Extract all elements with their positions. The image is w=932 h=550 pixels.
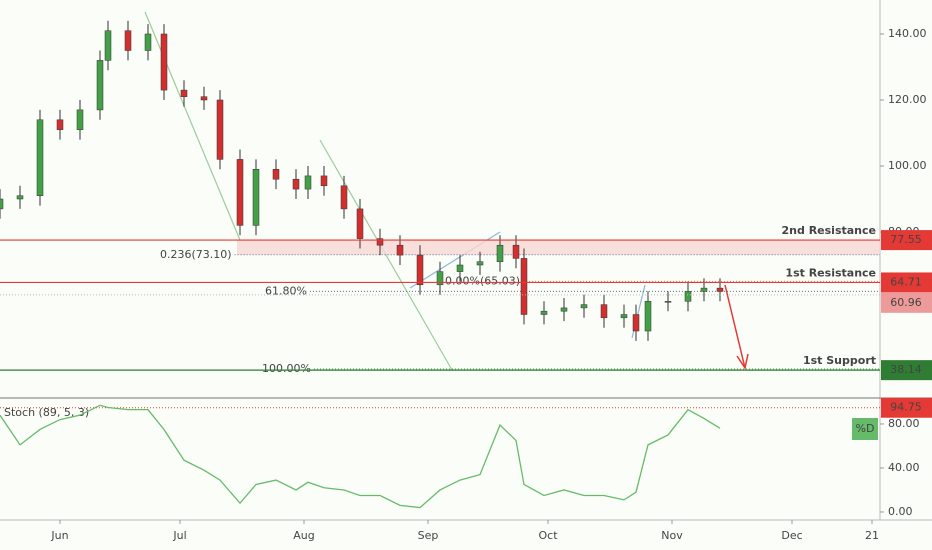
legend-label: %D (856, 422, 875, 435)
candle-body (124, 30, 132, 51)
legend-box (852, 418, 878, 440)
fib-label: 100.00% (262, 362, 311, 375)
candle-body (632, 314, 640, 332)
level-name: 1st Support (803, 354, 876, 367)
candle-body (644, 301, 652, 332)
candle-body (456, 264, 464, 272)
x-tick-label: Sep (418, 529, 439, 542)
candle-body (520, 258, 528, 315)
price-label-box (881, 397, 932, 418)
candle-body (376, 238, 384, 246)
candle-body (36, 119, 44, 196)
x-tick-label: Jun (50, 529, 68, 542)
stoch-line (0, 404, 721, 509)
y-tick-label: 80.00 (888, 417, 920, 430)
candle-body (180, 89, 188, 97)
y-tick-label: 100.00 (888, 159, 927, 172)
candle-body (144, 33, 152, 51)
indicator-title: Stoch (89, 5, 3) (4, 406, 89, 419)
candle-body (560, 307, 568, 312)
candle-body (580, 304, 588, 309)
forecast-arrow (724, 284, 749, 370)
price-label-box (881, 272, 932, 293)
x-tick-label: 21 (865, 529, 879, 542)
price-label: 94.75 (890, 401, 922, 414)
x-tick-label: Dec (781, 529, 802, 542)
x-tick-label: Aug (293, 529, 314, 542)
candle-body (216, 99, 224, 160)
price-label-box (881, 360, 932, 381)
price-label-box (881, 230, 932, 251)
candle-body (304, 175, 312, 190)
y-tick-label: 140.00 (888, 27, 927, 40)
candle-body (620, 314, 628, 319)
y-tick-label: 120.00 (888, 93, 927, 106)
level-name: 1st Resistance (785, 266, 876, 279)
candle-body (716, 287, 724, 292)
candle-body (320, 175, 328, 187)
candle-body (600, 304, 608, 319)
x-tick-label: Oct (538, 529, 558, 542)
fib-label: 0.00%(65.03) (445, 274, 520, 287)
y-tick-label: 0.00 (888, 505, 913, 518)
candle-body (496, 244, 504, 262)
candle-body (272, 169, 280, 180)
candle-body (16, 195, 24, 200)
candle-body (356, 208, 364, 239)
candle-body (340, 185, 348, 210)
arrow (319, 139, 453, 371)
candle-body (160, 33, 168, 91)
candle-body (96, 60, 104, 111)
price-label: 64.71 (890, 275, 922, 288)
candle-body (664, 301, 672, 303)
candle-body (76, 109, 84, 130)
candle-body (512, 244, 520, 259)
candle-body (104, 30, 112, 61)
candle-body (700, 287, 708, 292)
candle-body (684, 291, 692, 302)
candle-body (236, 159, 244, 226)
price-label: 38.14 (890, 363, 922, 376)
resistance-zone (237, 240, 880, 255)
candle-body (436, 271, 444, 286)
fib-label: 61.80% (265, 284, 307, 297)
candle-body (0, 198, 4, 210)
candle-body (56, 119, 64, 130)
price-label: 77.55 (890, 233, 922, 246)
price-label-box (881, 292, 932, 313)
candle-body (252, 169, 260, 226)
x-tick-label: Jul (172, 529, 186, 542)
x-tick-label: Nov (661, 529, 683, 542)
arrow (724, 284, 746, 369)
candle-body (540, 310, 548, 315)
fib-label: 0.236(73.10) (160, 248, 232, 261)
y-tick-label: 40.00 (888, 461, 920, 474)
level-name: 2nd Resistance (782, 224, 876, 237)
price-label: 60.96 (890, 296, 922, 309)
candle-body (416, 254, 424, 286)
candle-body (292, 178, 300, 190)
arrow-head (736, 353, 749, 370)
candle-body (476, 261, 484, 266)
candle-body (396, 244, 404, 256)
candle-body (200, 96, 208, 101)
